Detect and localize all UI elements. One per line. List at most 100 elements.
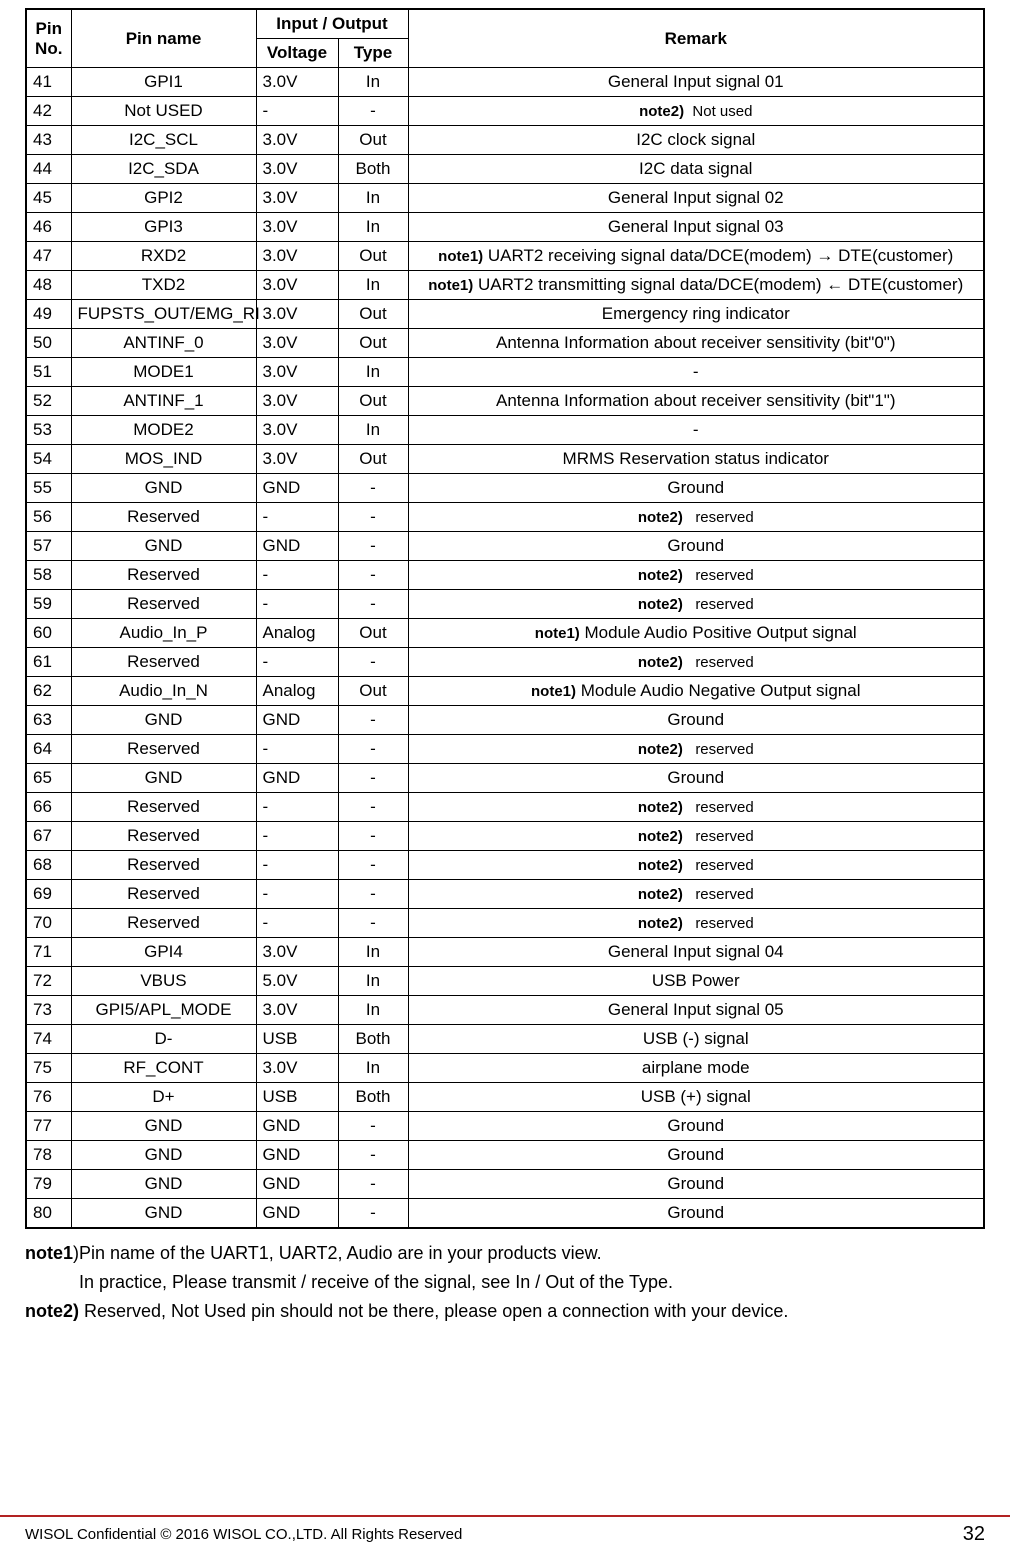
cell-voltage: 3.0V <box>256 996 338 1025</box>
table-row: 73GPI5/APL_MODE3.0VInGeneral Input signa… <box>26 996 984 1025</box>
cell-remark: note2) reserved <box>408 648 984 677</box>
remark-text: reserved <box>683 596 754 613</box>
cell-pin-name: Reserved <box>71 590 256 619</box>
cell-remark: General Input signal 05 <box>408 996 984 1025</box>
cell-type: - <box>338 648 408 677</box>
cell-type: In <box>338 213 408 242</box>
cell-voltage: 3.0V <box>256 126 338 155</box>
cell-pin-name: ANTINF_1 <box>71 387 256 416</box>
cell-remark: note2) reserved <box>408 880 984 909</box>
cell-type: - <box>338 764 408 793</box>
cell-type: Out <box>338 242 408 271</box>
cell-pin-no: 74 <box>26 1025 71 1054</box>
cell-pin-name: Reserved <box>71 909 256 938</box>
cell-pin-no: 50 <box>26 329 71 358</box>
cell-type: Out <box>338 329 408 358</box>
cell-pin-name: TXD2 <box>71 271 256 300</box>
remark-note-label: note2) <box>638 828 683 845</box>
cell-voltage: - <box>256 503 338 532</box>
cell-voltage: GND <box>256 1141 338 1170</box>
cell-type: Both <box>338 155 408 184</box>
footer-page-number: 32 <box>963 1523 985 1546</box>
cell-pin-no: 76 <box>26 1083 71 1112</box>
remark-note-label: note1) <box>428 277 473 294</box>
cell-type: - <box>338 735 408 764</box>
remark-note-label: note2) <box>638 509 683 526</box>
cell-remark: General Input signal 04 <box>408 938 984 967</box>
cell-remark: airplane mode <box>408 1054 984 1083</box>
cell-voltage: GND <box>256 1112 338 1141</box>
cell-pin-no: 67 <box>26 822 71 851</box>
table-row: 49FUPSTS_OUT/EMG_RI3.0VOutEmergency ring… <box>26 300 984 329</box>
cell-type: - <box>338 1112 408 1141</box>
remark-note-label: note2) <box>638 741 683 758</box>
table-row: 79GNDGND-Ground <box>26 1170 984 1199</box>
cell-remark: Ground <box>408 764 984 793</box>
cell-remark: Ground <box>408 1199 984 1229</box>
note2-text: Reserved, Not Used pin should not be the… <box>79 1301 788 1321</box>
cell-voltage: GND <box>256 1199 338 1229</box>
header-remark: Remark <box>408 9 984 68</box>
cell-type: Out <box>338 445 408 474</box>
table-header: Pin No. Pin name Input / Output Remark V… <box>26 9 984 68</box>
cell-voltage: 3.0V <box>256 271 338 300</box>
cell-type: Both <box>338 1025 408 1054</box>
cell-remark: Ground <box>408 1170 984 1199</box>
cell-pin-name: RXD2 <box>71 242 256 271</box>
remark-text: Module Audio Negative Output signal <box>576 681 860 700</box>
cell-pin-name: GND <box>71 1141 256 1170</box>
table-row: 48TXD23.0VInnote1) UART2 transmitting si… <box>26 271 984 300</box>
cell-pin-no: 42 <box>26 97 71 126</box>
cell-voltage: 3.0V <box>256 68 338 97</box>
cell-pin-no: 54 <box>26 445 71 474</box>
cell-type: - <box>338 561 408 590</box>
cell-pin-name: RF_CONT <box>71 1054 256 1083</box>
table-row: 56Reserved--note2) reserved <box>26 503 984 532</box>
remark-note-label: note1) <box>535 625 580 642</box>
table-row: 47RXD23.0VOutnote1) UART2 receiving sign… <box>26 242 984 271</box>
table-row: 69Reserved--note2) reserved <box>26 880 984 909</box>
table-row: 46GPI33.0VInGeneral Input signal 03 <box>26 213 984 242</box>
cell-remark: note1) UART2 receiving signal data/DCE(m… <box>408 242 984 271</box>
cell-remark: note2) reserved <box>408 561 984 590</box>
cell-pin-no: 79 <box>26 1170 71 1199</box>
cell-pin-name: GPI3 <box>71 213 256 242</box>
cell-pin-name: GND <box>71 532 256 561</box>
cell-pin-name: Reserved <box>71 851 256 880</box>
cell-pin-name: Reserved <box>71 735 256 764</box>
footer-left: WISOL Confidential © 2016 WISOL CO.,LTD.… <box>25 1526 462 1543</box>
table-body: 41GPI13.0VInGeneral Input signal 0142Not… <box>26 68 984 1229</box>
cell-pin-name: GPI4 <box>71 938 256 967</box>
remark-note-label: note2) <box>638 654 683 671</box>
cell-type: In <box>338 271 408 300</box>
table-row: 74D-USBBothUSB (-) signal <box>26 1025 984 1054</box>
table-row: 58Reserved--note2) reserved <box>26 561 984 590</box>
table-row: 44I2C_SDA3.0VBothI2C data signal <box>26 155 984 184</box>
cell-pin-no: 44 <box>26 155 71 184</box>
table-row: 45GPI23.0VInGeneral Input signal 02 <box>26 184 984 213</box>
cell-type: In <box>338 416 408 445</box>
cell-remark: General Input signal 03 <box>408 213 984 242</box>
cell-pin-no: 70 <box>26 909 71 938</box>
note1-line: note1)Pin name of the UART1, UART2, Audi… <box>25 1239 985 1268</box>
remark-text: reserved <box>683 509 754 526</box>
cell-pin-name: VBUS <box>71 967 256 996</box>
cell-voltage: - <box>256 97 338 126</box>
cell-voltage: - <box>256 909 338 938</box>
table-row: 51MODE13.0VIn- <box>26 358 984 387</box>
cell-pin-name: ANTINF_0 <box>71 329 256 358</box>
cell-pin-no: 45 <box>26 184 71 213</box>
remark-note-label: note1) <box>438 248 483 265</box>
cell-remark: - <box>408 358 984 387</box>
cell-pin-no: 75 <box>26 1054 71 1083</box>
header-io-group: Input / Output <box>256 9 408 39</box>
cell-voltage: USB <box>256 1083 338 1112</box>
cell-pin-no: 59 <box>26 590 71 619</box>
cell-voltage: 3.0V <box>256 416 338 445</box>
table-row: 53MODE23.0VIn- <box>26 416 984 445</box>
cell-pin-no: 58 <box>26 561 71 590</box>
cell-type: - <box>338 851 408 880</box>
table-row: 57GNDGND-Ground <box>26 532 984 561</box>
cell-pin-name: Reserved <box>71 822 256 851</box>
cell-type: - <box>338 474 408 503</box>
